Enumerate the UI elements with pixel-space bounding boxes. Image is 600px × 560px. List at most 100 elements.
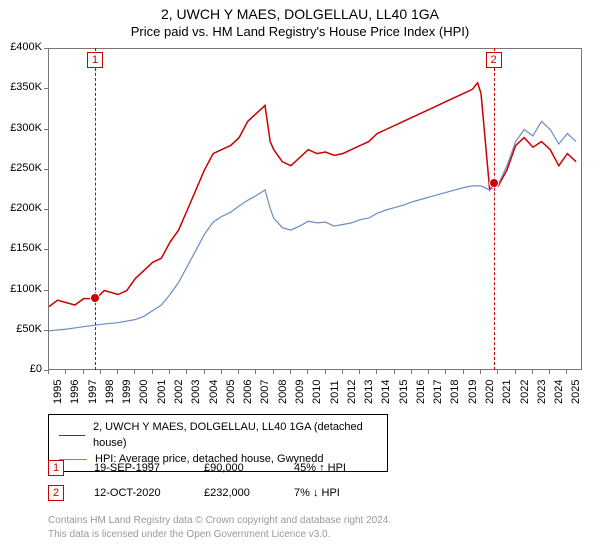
x-tick [307,370,308,374]
x-tick [549,370,550,374]
x-tick-label: 2024 [553,380,565,404]
x-tick-label: 1995 [52,380,64,404]
y-tick-label: £300K [0,122,42,134]
x-tick-label: 2016 [415,380,427,404]
sale-delta: 7% ↓ HPI [294,487,384,499]
x-tick-label: 1998 [104,380,116,404]
x-tick-label: 2004 [208,380,220,404]
x-tick [255,370,256,374]
x-tick [273,370,274,374]
x-tick [290,370,291,374]
legend-label-price-paid: 2, UWCH Y MAES, DOLGELLAU, LL40 1GA (det… [93,419,377,451]
sale-marker-box: 2 [486,52,502,68]
notice-line1: Contains HM Land Registry data © Crown c… [48,514,391,528]
x-tick [359,370,360,374]
x-tick [221,370,222,374]
y-tick [44,330,48,331]
sale-row-marker: 1 [48,460,64,476]
x-tick-label: 1999 [121,380,133,404]
sale-row-marker: 2 [48,485,64,501]
x-tick [515,370,516,374]
x-tick-label: 2019 [467,380,479,404]
x-tick [204,370,205,374]
figure: 2, UWCH Y MAES, DOLGELLAU, LL40 1GA Pric… [0,0,600,560]
chart-svg [49,49,583,371]
y-tick [44,249,48,250]
sale-marker-line [95,48,96,370]
x-tick-label: 2021 [501,380,513,404]
x-tick [463,370,464,374]
x-tick-label: 2009 [294,380,306,404]
x-tick-label: 2010 [311,380,323,404]
y-tick [44,129,48,130]
x-tick-label: 2007 [259,380,271,404]
x-tick-label: 2018 [449,380,461,404]
sale-marker-line [494,48,495,370]
sale-date: 19-SEP-1997 [94,462,204,474]
sale-date: 12-OCT-2020 [94,487,204,499]
x-tick [342,370,343,374]
x-tick-label: 1996 [69,380,81,404]
x-tick [134,370,135,374]
x-tick [65,370,66,374]
legend-swatch-price-paid [59,435,85,436]
y-tick [44,169,48,170]
y-tick [44,209,48,210]
x-tick [445,370,446,374]
x-tick [394,370,395,374]
sale-row: 1 19-SEP-1997£90,00045% ↑ HPI [48,460,384,476]
x-tick-label: 2001 [156,380,168,404]
title-line1: 2, UWCH Y MAES, DOLGELLAU, LL40 1GA [0,0,600,22]
x-tick [497,370,498,374]
x-tick-label: 2023 [536,380,548,404]
y-tick [44,88,48,89]
x-tick [238,370,239,374]
sale-marker-box: 1 [87,52,103,68]
x-tick-label: 1997 [87,380,99,404]
x-tick [152,370,153,374]
x-tick [566,370,567,374]
x-tick-label: 2012 [346,380,358,404]
x-tick-label: 2020 [484,380,496,404]
x-tick-label: 2015 [398,380,410,404]
x-tick [411,370,412,374]
x-tick [169,370,170,374]
y-tick-label: £150K [0,242,42,254]
title-line2: Price paid vs. HM Land Registry's House … [0,22,600,39]
x-tick [376,370,377,374]
series-hpi [49,121,576,330]
x-tick [325,370,326,374]
sale-delta: 45% ↑ HPI [294,462,384,474]
x-tick-label: 2017 [432,380,444,404]
x-tick [480,370,481,374]
series-price_paid [49,83,576,307]
x-tick [48,370,49,374]
sale-row: 2 12-OCT-2020£232,0007% ↓ HPI [48,485,384,501]
sale-dot [489,178,499,188]
notice-line2: This data is licensed under the Open Gov… [48,528,391,542]
legend-row-price-paid: 2, UWCH Y MAES, DOLGELLAU, LL40 1GA (det… [59,419,377,451]
x-tick-label: 2008 [277,380,289,404]
y-tick-label: £250K [0,162,42,174]
x-tick-label: 2025 [570,380,582,404]
x-tick [532,370,533,374]
x-tick-label: 2022 [519,380,531,404]
x-tick [186,370,187,374]
x-tick-label: 2003 [190,380,202,404]
x-tick-label: 2000 [138,380,150,404]
chart-plot-area [48,48,582,370]
sale-dot [90,293,100,303]
x-tick-label: 2006 [242,380,254,404]
x-tick-label: 2014 [380,380,392,404]
y-tick-label: £200K [0,202,42,214]
sale-price: £90,000 [204,462,294,474]
y-tick-label: £350K [0,81,42,93]
sale-price: £232,000 [204,487,294,499]
x-tick [428,370,429,374]
y-tick-label: £0 [0,363,42,375]
x-tick [100,370,101,374]
x-tick-label: 2002 [173,380,185,404]
x-tick-label: 2011 [329,380,341,404]
x-tick [83,370,84,374]
y-tick [44,290,48,291]
